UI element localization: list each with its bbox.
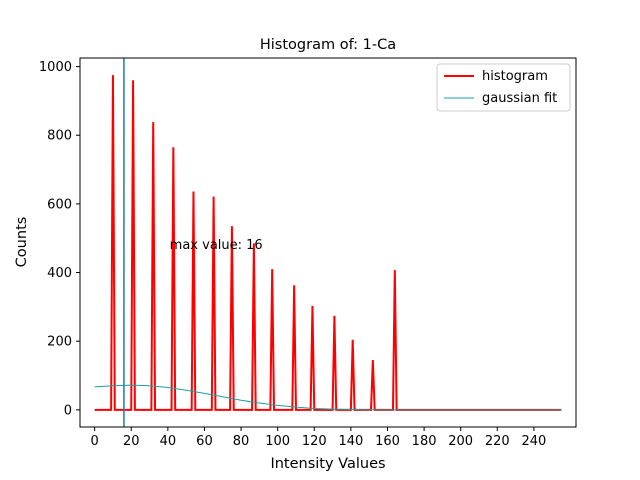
x-tick-label: 180 xyxy=(412,434,437,449)
y-tick-label: 1000 xyxy=(39,60,72,75)
x-tick-label: 160 xyxy=(375,434,400,449)
plot-area xyxy=(94,58,562,427)
axis-ticks: 0 20 40 60 80 100 120 140 160 180 200 220 240 0 200 400… xyxy=(39,60,546,449)
x-tick-label: 240 xyxy=(521,434,546,449)
y-tick-label: 800 xyxy=(47,129,72,144)
legend-gaussian-label: gaussian fit xyxy=(482,91,557,106)
x-tick-label: 100 xyxy=(265,434,290,449)
x-tick-label: 120 xyxy=(302,434,327,449)
y-tick-label: 400 xyxy=(47,266,72,281)
x-tick-label: 20 xyxy=(123,434,140,449)
x-tick-label: 140 xyxy=(338,434,363,449)
y-tick-label: 0 xyxy=(64,403,72,418)
legend-histogram-label: histogram xyxy=(482,69,548,84)
y-axis-label: Counts xyxy=(14,217,30,268)
y-tick-label: 200 xyxy=(47,335,72,350)
x-tick-label: 60 xyxy=(196,434,213,449)
axes-frame xyxy=(79,57,577,428)
max-value-annotation: max value: 16 xyxy=(170,238,263,253)
x-axis-label: Intensity Values xyxy=(270,456,385,472)
x-tick-label: 200 xyxy=(448,434,473,449)
gaussian-fit-line xyxy=(94,384,562,411)
x-tick-label: 40 xyxy=(160,434,177,449)
y-tick-label: 600 xyxy=(47,197,72,212)
legend: histogram gaussian fit xyxy=(436,63,571,112)
x-tick-label: 220 xyxy=(485,434,510,449)
x-tick-label: 80 xyxy=(233,434,250,449)
chart-title: Histogram of: 1-Ca xyxy=(260,37,396,53)
histogram-line xyxy=(94,75,562,411)
x-tick-label: 0 xyxy=(91,434,99,449)
